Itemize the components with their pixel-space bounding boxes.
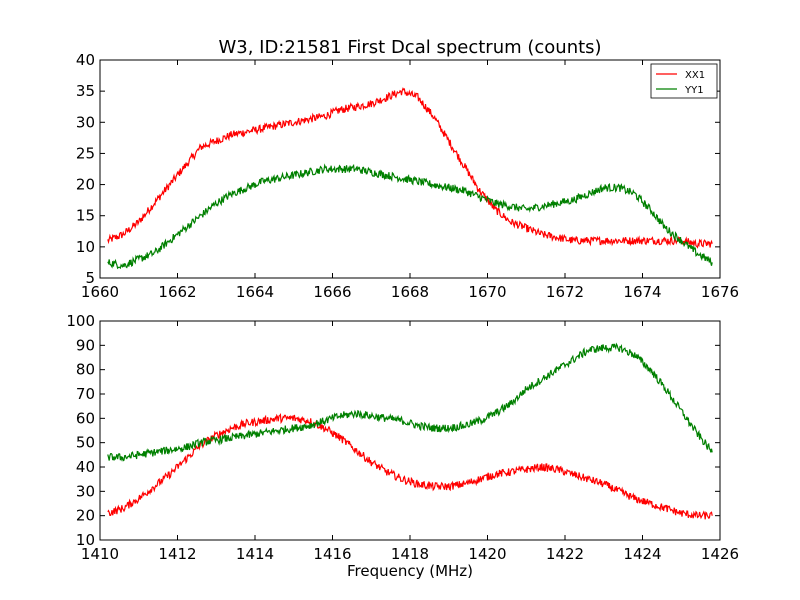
x-tick-label: 1674 xyxy=(623,283,661,301)
chart-title: W3, ID:21581 First Dcal spectrum (counts… xyxy=(218,37,601,58)
x-tick-label: 1668 xyxy=(391,283,429,301)
x-axis-label: Frequency (MHz) xyxy=(347,562,473,580)
x-tick-label: 1424 xyxy=(623,545,661,563)
y-tick-label: 25 xyxy=(76,144,95,162)
y-tick-label: 40 xyxy=(76,51,95,69)
y-tick-label: 30 xyxy=(76,113,95,131)
x-tick-label: 1666 xyxy=(313,283,351,301)
y-tick-label: 50 xyxy=(76,434,95,452)
x-tick-label: 1418 xyxy=(391,545,429,563)
y-tick-label: 5 xyxy=(85,269,95,287)
y-tick-label: 35 xyxy=(76,82,95,100)
x-tick-label: 1670 xyxy=(468,283,506,301)
series-line-1-1 xyxy=(107,342,713,462)
legend-label-0: XX1 xyxy=(685,70,705,81)
x-tick-label: 1416 xyxy=(313,545,351,563)
y-tick-label: 10 xyxy=(76,238,95,256)
y-tick-label: 70 xyxy=(76,385,95,403)
x-tick-label: 1676 xyxy=(701,283,739,301)
x-tick-label: 1412 xyxy=(158,545,196,563)
y-tick-label: 60 xyxy=(76,409,95,427)
x-tick-label: 1422 xyxy=(546,545,584,563)
series-line-1-0 xyxy=(107,413,713,520)
y-tick-label: 80 xyxy=(76,361,95,379)
x-tick-label: 1420 xyxy=(468,545,506,563)
y-tick-label: 30 xyxy=(76,482,95,500)
x-tick-label: 1426 xyxy=(701,545,739,563)
bottom-chart: 1410 1412 1414 1416 1418 1420 1422 1424 1426 10 20… xyxy=(66,312,739,563)
legend-box xyxy=(650,63,718,99)
legend-label-1: YY1 xyxy=(684,85,704,96)
top-chart: 1660 1662 1664 1666 1668 1670 1672 1674 1676 5 10 1… xyxy=(76,51,739,301)
series-line-0-0 xyxy=(107,87,713,249)
series-line-0-1 xyxy=(107,163,713,270)
y-tick-label: 15 xyxy=(76,207,95,225)
y-tick-label: 40 xyxy=(76,458,95,476)
y-tick-label: 20 xyxy=(76,507,95,525)
x-tick-label: 1410 xyxy=(81,545,119,563)
x-tick-label: 1664 xyxy=(236,283,274,301)
y-tick-label: 90 xyxy=(76,336,95,354)
x-tick-label: 1662 xyxy=(158,283,196,301)
x-tick-label: 1414 xyxy=(236,545,274,563)
y-tick-label: 10 xyxy=(76,531,95,549)
y-tick-label: 100 xyxy=(66,312,95,330)
x-tick-label: 1672 xyxy=(546,283,584,301)
y-tick-label: 20 xyxy=(76,176,95,194)
x-tick-label: 1660 xyxy=(81,283,119,301)
